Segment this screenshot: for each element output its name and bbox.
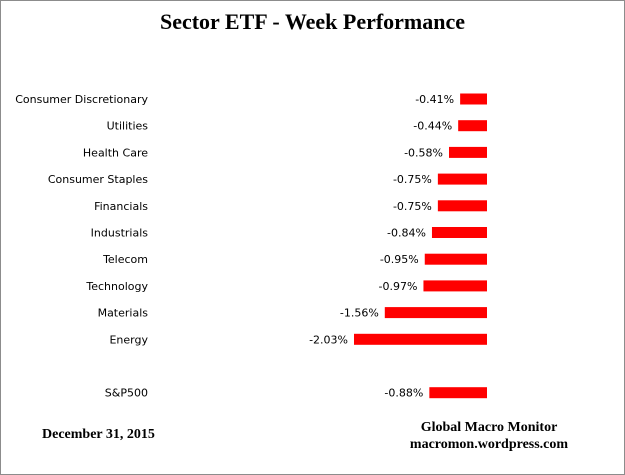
value-label-energy: -2.03% (309, 333, 348, 346)
value-label-consumer-staples: -0.75% (393, 173, 432, 186)
value-label-industrials: -0.84% (387, 227, 426, 240)
value-label-utilities: -0.44% (413, 120, 452, 133)
bar-industrials (431, 227, 487, 238)
bar-utilities (458, 120, 487, 132)
value-label-consumer-discretionary: -0.41% (415, 93, 454, 106)
bar-consumer-staples (437, 173, 487, 185)
chart-date: December 31, 2015 (42, 427, 155, 442)
category-label-telecom: Telecom (102, 253, 148, 266)
category-label-industrials: Industrials (91, 227, 149, 240)
category-label-health-care: Health Care (83, 146, 148, 159)
bar-telecom (424, 253, 487, 265)
category-label-energy: Energy (109, 333, 148, 346)
value-label-financials: -0.75% (393, 200, 432, 213)
source-url: macromon.wordpress.com (409, 437, 569, 452)
category-label-consumer-discretionary: Consumer Discretionary (15, 93, 148, 106)
value-label-materials: -1.56% (340, 307, 379, 320)
bar-financials (437, 200, 487, 212)
bar-energy (354, 333, 487, 345)
value-label-telecom: -0.95% (380, 253, 419, 266)
chart-title: Sector ETF - Week Performance (159, 9, 466, 34)
category-label-utilities: Utilities (107, 120, 149, 133)
category-label-technology: Technology (85, 280, 148, 293)
value-label-health-care: -0.58% (404, 146, 443, 159)
source-credit: Global Macro Monitor macromon.wordpress.… (389, 419, 589, 453)
bar-s-p500 (429, 387, 487, 399)
category-label-financials: Financials (94, 200, 148, 213)
category-label-materials: Materials (98, 307, 149, 320)
bar-consumer-discretionary (460, 93, 487, 105)
value-label-s-p500: -0.88% (384, 387, 423, 400)
bar-health-care (449, 146, 487, 158)
value-label-technology: -0.97% (379, 280, 418, 293)
category-label-s-p500: S&P500 (105, 387, 148, 400)
bar-materials (384, 307, 487, 319)
bar-technology (423, 280, 487, 292)
category-label-consumer-staples: Consumer Staples (48, 173, 148, 186)
source-name: Global Macro Monitor (420, 420, 558, 435)
